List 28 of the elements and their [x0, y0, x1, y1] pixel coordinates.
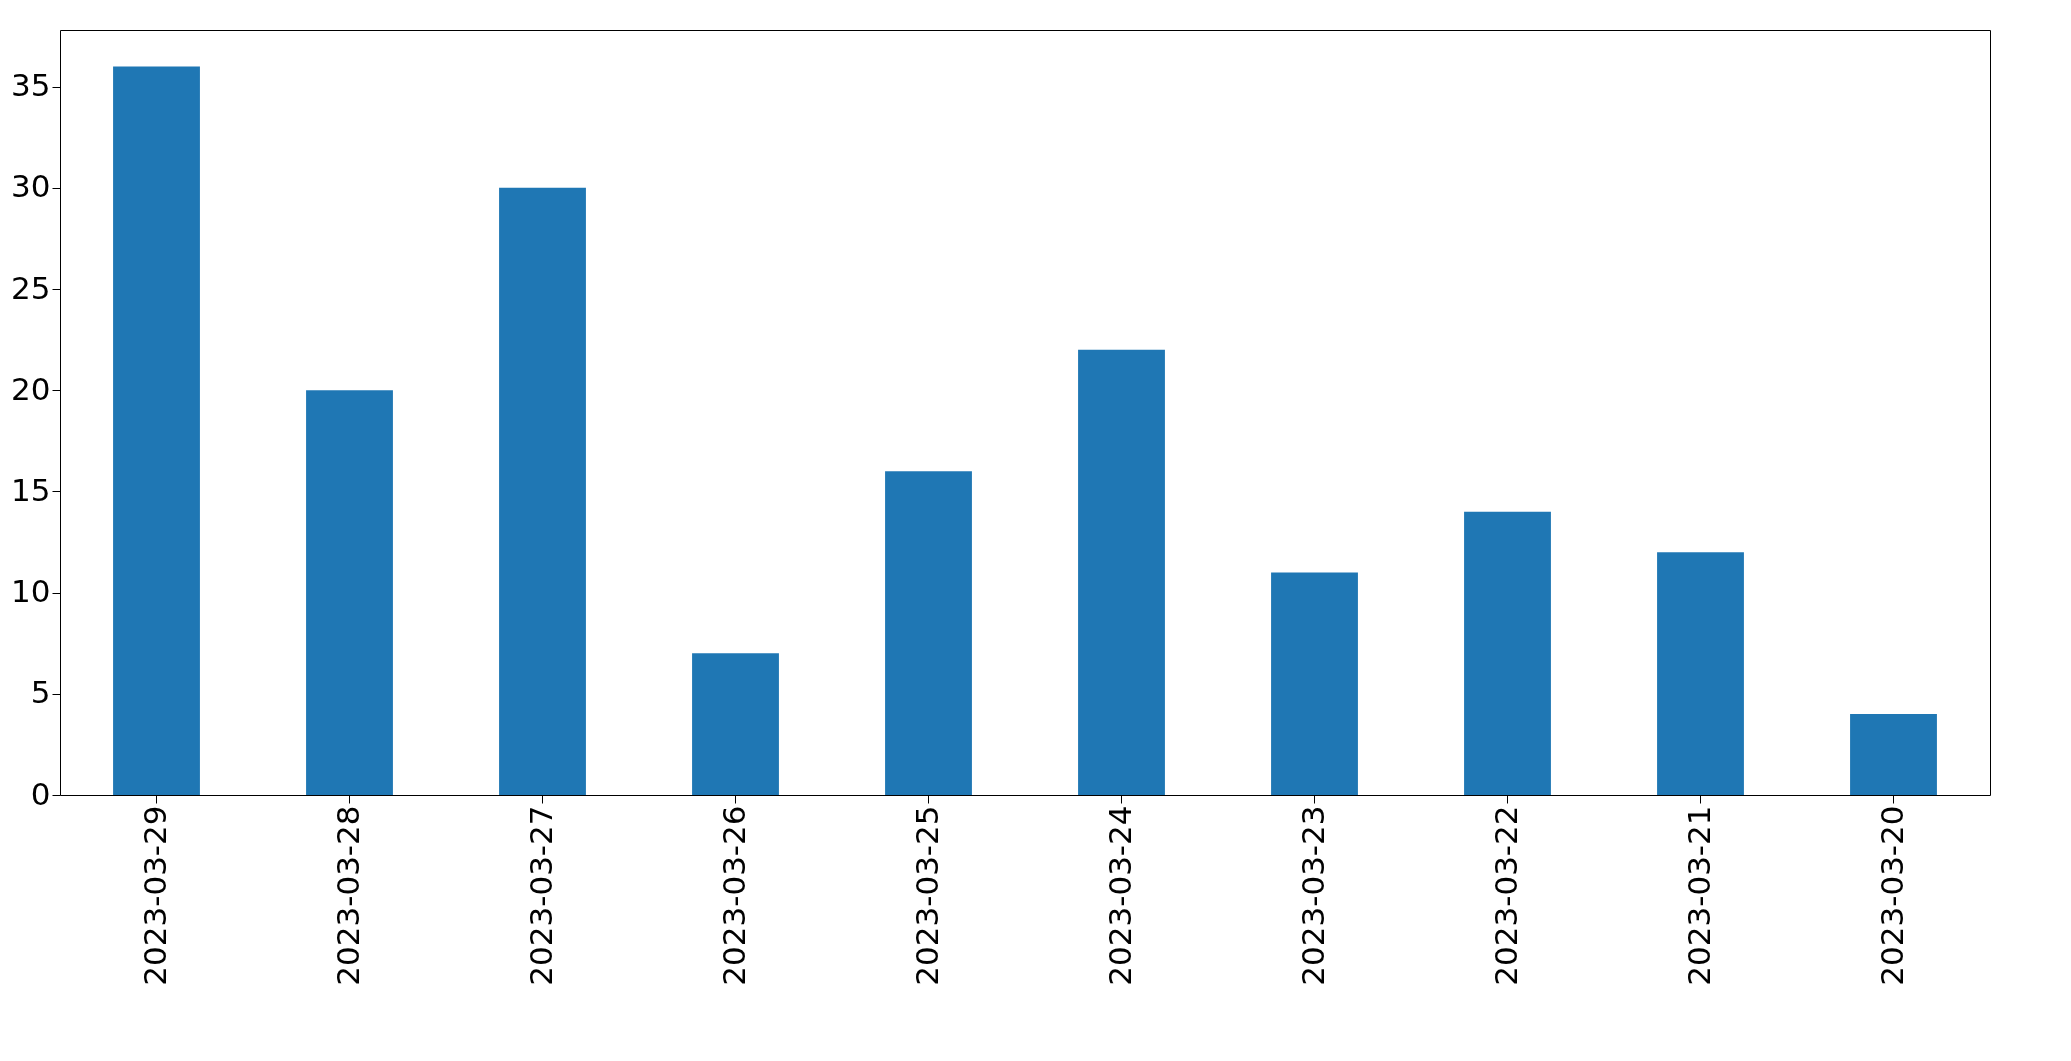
x-tick-label: 2023-03-21	[1680, 805, 1717, 986]
y-tick-label: 35	[11, 67, 51, 104]
y-tick-label: 30	[11, 168, 51, 205]
bar	[692, 653, 779, 795]
x-tick-label: 2023-03-24	[1101, 805, 1138, 986]
x-tick-label: 2023-03-28	[329, 805, 366, 986]
x-tick-label: 2023-03-20	[1873, 805, 1910, 986]
x-tick-label: 2023-03-25	[908, 805, 945, 986]
x-tick-label: 2023-03-22	[1487, 805, 1524, 986]
bar	[1078, 349, 1165, 795]
bar	[499, 187, 586, 795]
bar	[1271, 572, 1358, 795]
bar	[1657, 552, 1744, 795]
x-tick-label: 2023-03-27	[522, 805, 559, 986]
bar	[306, 390, 393, 795]
y-tick-label: 5	[30, 674, 51, 711]
bar	[885, 471, 972, 795]
y-tick-label: 20	[11, 370, 51, 407]
x-tick-label: 2023-03-23	[1294, 805, 1331, 986]
bar	[1464, 511, 1551, 795]
y-tick-label: 10	[11, 573, 51, 610]
y-tick-label: 0	[30, 775, 51, 812]
x-tick-label: 2023-03-29	[136, 805, 173, 986]
x-tick-label: 2023-03-26	[715, 805, 752, 986]
y-tick-label: 25	[11, 269, 51, 306]
y-tick-label: 15	[11, 471, 51, 508]
bar	[1850, 714, 1937, 795]
bar	[113, 66, 200, 795]
